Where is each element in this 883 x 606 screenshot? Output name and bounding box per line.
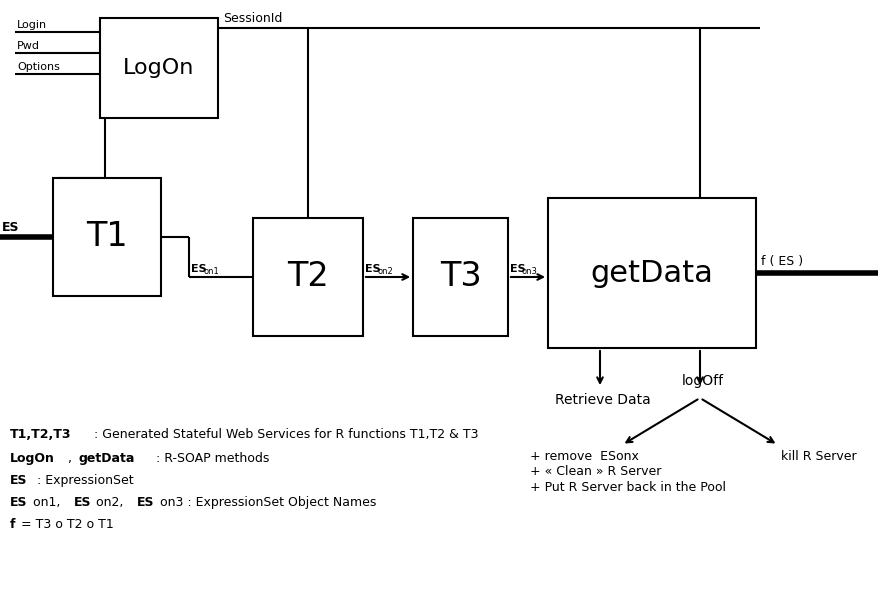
- Text: Pwd: Pwd: [17, 41, 40, 51]
- Text: ES: ES: [510, 264, 525, 274]
- Text: Retrieve Data: Retrieve Data: [555, 393, 651, 407]
- Text: LogOn: LogOn: [10, 452, 55, 465]
- Text: getData: getData: [79, 452, 135, 465]
- Text: logOff: logOff: [682, 374, 724, 388]
- Text: ES: ES: [365, 264, 381, 274]
- Text: on3 : ExpressionSet Object Names: on3 : ExpressionSet Object Names: [160, 496, 376, 509]
- Text: ES: ES: [73, 496, 91, 509]
- Text: on1: on1: [203, 267, 219, 276]
- Text: on2,: on2,: [96, 496, 127, 509]
- Text: on3: on3: [522, 267, 538, 276]
- Bar: [53, 178, 161, 296]
- Text: + Put R Server back in the Pool: + Put R Server back in the Pool: [530, 481, 726, 494]
- Text: ES: ES: [191, 264, 207, 274]
- Text: Login: Login: [17, 20, 47, 30]
- Text: ES: ES: [2, 221, 19, 234]
- Bar: [253, 218, 363, 336]
- Text: ES: ES: [10, 474, 27, 487]
- Text: + « Clean » R Server: + « Clean » R Server: [530, 465, 661, 478]
- Text: T1,T2,T3: T1,T2,T3: [10, 428, 72, 441]
- Text: ES: ES: [10, 496, 27, 509]
- Text: T3: T3: [440, 261, 481, 293]
- Bar: [100, 18, 218, 118]
- Text: : ExpressionSet: : ExpressionSet: [33, 474, 133, 487]
- Text: getData: getData: [591, 259, 713, 287]
- Text: on2: on2: [377, 267, 393, 276]
- Text: T1: T1: [87, 221, 128, 253]
- Text: + remove  ESonx: + remove ESonx: [530, 450, 639, 463]
- Text: : Generated Stateful Web Services for R functions T1,T2 & T3: : Generated Stateful Web Services for R …: [90, 428, 479, 441]
- Text: = T3 o T2 o T1: = T3 o T2 o T1: [17, 518, 114, 531]
- Text: on1,: on1,: [33, 496, 64, 509]
- Text: LogOn: LogOn: [124, 58, 194, 78]
- Text: ES: ES: [137, 496, 155, 509]
- Bar: [548, 198, 756, 348]
- Text: SessionId: SessionId: [223, 12, 283, 25]
- Text: kill R Server: kill R Server: [781, 450, 857, 463]
- Text: f: f: [10, 518, 16, 531]
- Bar: [413, 218, 508, 336]
- Text: f ( ES ): f ( ES ): [761, 255, 804, 268]
- Text: ,: ,: [68, 452, 76, 465]
- Text: T2: T2: [287, 261, 328, 293]
- Text: : R-SOAP methods: : R-SOAP methods: [152, 452, 269, 465]
- Text: Options: Options: [17, 62, 60, 72]
